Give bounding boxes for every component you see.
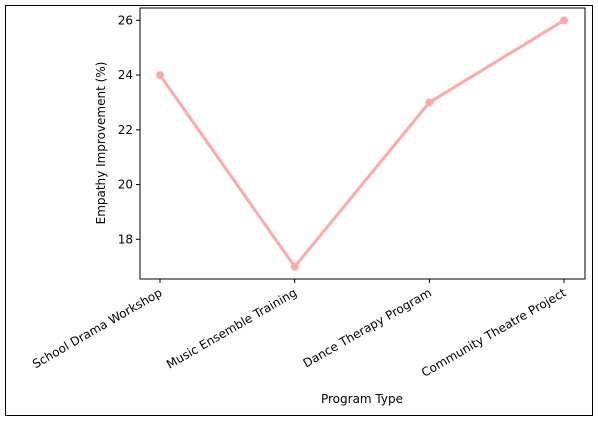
y-axis-ticks: 18 20 22 24 26 [118, 13, 140, 246]
series-layer [156, 16, 568, 271]
x-axis-ticks: School Drama Workshop Music Ensemble Trai… [30, 279, 569, 380]
x-tick-label: School Drama Workshop [30, 285, 165, 371]
x-tick-label: Dance Therapy Program [301, 285, 434, 370]
x-tick-label: Community Theatre Project [419, 285, 569, 380]
y-tick-label: 18 [118, 232, 133, 246]
data-point [290, 262, 299, 271]
series-line [158, 18, 566, 269]
data-point [560, 16, 568, 25]
plot-area [139, 7, 586, 280]
y-tick-label: 22 [118, 123, 133, 137]
figure-frame [5, 5, 593, 416]
y-axis-title: Empathy Improvement (%) [94, 62, 108, 225]
y-tick-label: 24 [118, 68, 133, 82]
data-point [425, 98, 434, 107]
y-tick-label: 20 [118, 178, 133, 192]
x-tick-label: Music Ensemble Training [164, 285, 299, 371]
x-axis-title: Program Type [321, 392, 403, 406]
y-tick-label: 26 [118, 13, 133, 27]
data-point [156, 71, 164, 80]
